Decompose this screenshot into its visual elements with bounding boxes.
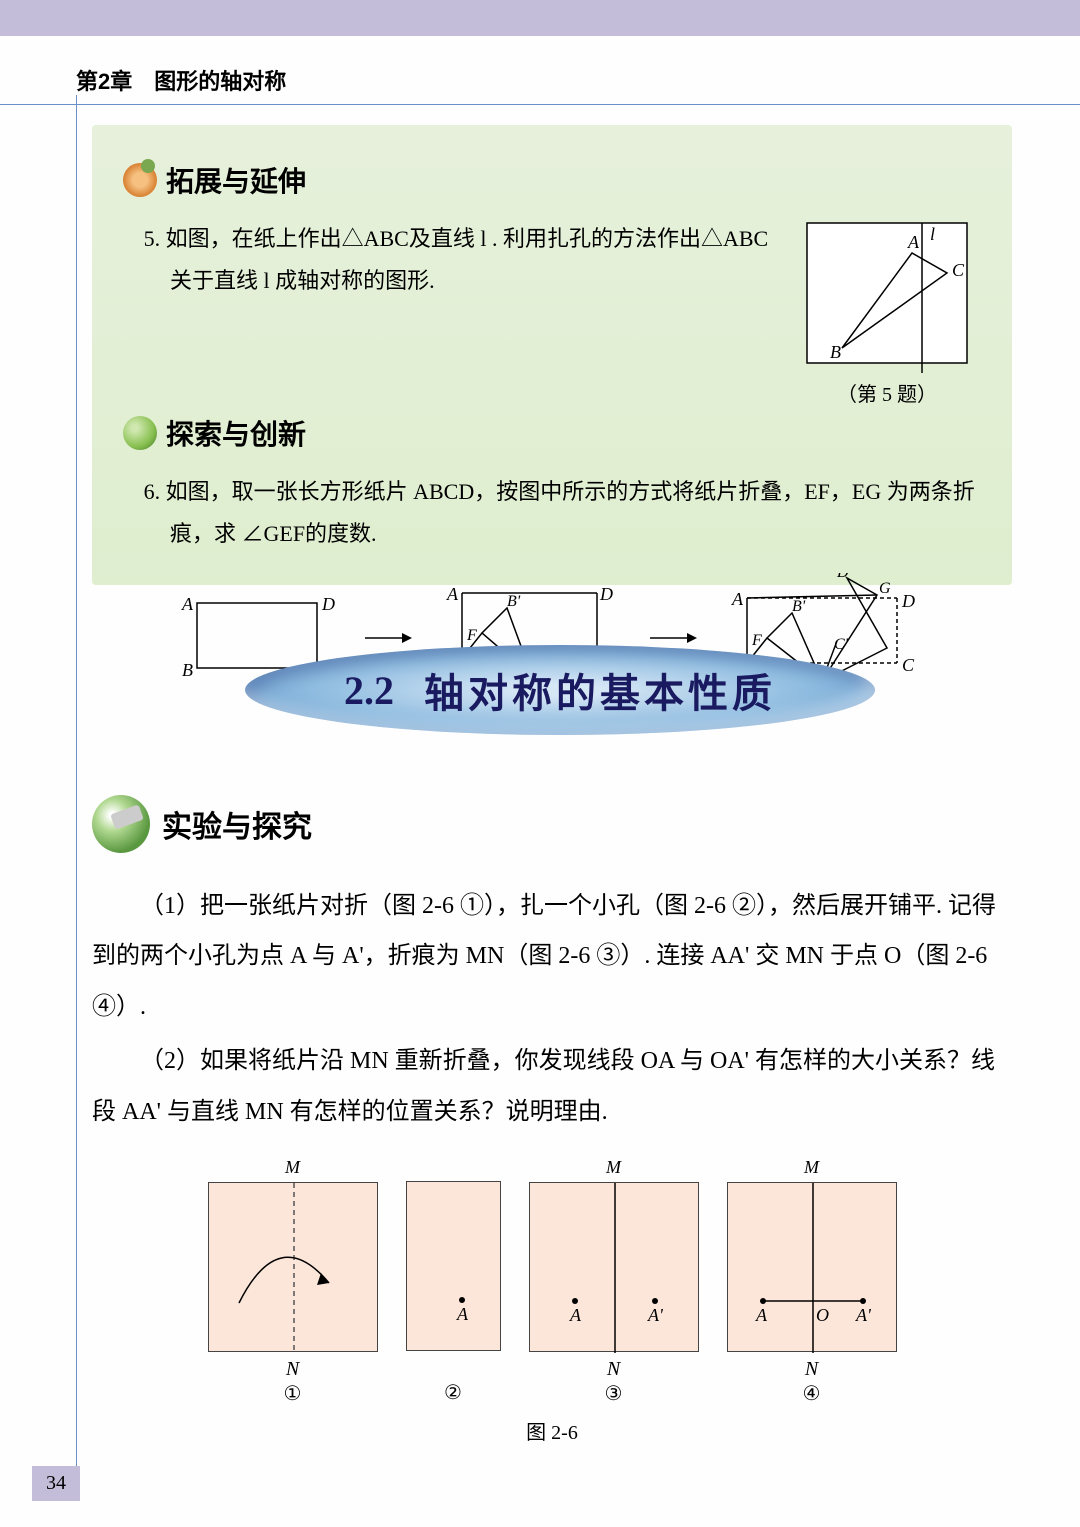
svg-text:A: A bbox=[755, 1305, 768, 1325]
label-N: N bbox=[286, 1358, 299, 1380]
section-explore-title: 探索与创新 bbox=[122, 413, 982, 453]
section-name: 轴对称的基本性质 bbox=[424, 661, 776, 719]
problem-5-text: 5. 如图，在纸上作出△ABC及直线 l . 利用扎孔的方法作出△ABC关于直线… bbox=[170, 218, 772, 302]
svg-text:D: D bbox=[901, 591, 915, 611]
svg-text:A: A bbox=[569, 1305, 582, 1325]
problem-6-text: 6. 如图，取一张长方形纸片 ABCD，按图中所示的方式将纸片折叠，EF，EG … bbox=[170, 471, 982, 555]
experiment-para-2: （2）如果将纸片沿 MN 重新折叠，你发现线段 OA 与 OA' 有怎样的大小关… bbox=[92, 1036, 1012, 1137]
svg-text:B': B' bbox=[507, 593, 521, 610]
svg-text:D': D' bbox=[836, 573, 853, 581]
section-banner: 2.2 轴对称的基本性质 bbox=[220, 625, 900, 755]
svg-text:C: C bbox=[952, 260, 965, 280]
circled-4: ④ bbox=[803, 1383, 821, 1405]
figure-2-6-caption: 图 2-6 bbox=[92, 1416, 1012, 1445]
problem-5-diagram: A B C l bbox=[802, 218, 972, 373]
circled-1: ① bbox=[284, 1383, 302, 1405]
section-expand-title: 拓展与延伸 bbox=[122, 160, 982, 200]
label-N: N bbox=[607, 1358, 620, 1380]
label-N: N bbox=[805, 1358, 818, 1380]
label-M: M bbox=[208, 1157, 378, 1178]
svg-text:A': A' bbox=[855, 1305, 872, 1325]
experiment-icon bbox=[92, 795, 150, 853]
svg-text:C: C bbox=[902, 655, 915, 675]
label-M: M bbox=[727, 1157, 897, 1178]
fig-2-6-4: A O A' bbox=[727, 1182, 897, 1352]
svg-text:A': A' bbox=[647, 1305, 664, 1325]
svg-text:O: O bbox=[816, 1305, 829, 1325]
circled-3: ③ bbox=[605, 1383, 623, 1405]
svg-text:B: B bbox=[830, 342, 841, 362]
exercise-panel: 拓展与延伸 5. 如图，在纸上作出△ABC及直线 l . 利用扎孔的方法作出△A… bbox=[92, 125, 1012, 585]
svg-text:l: l bbox=[930, 224, 935, 244]
experiment-para-1: （1）把一张纸片对折（图 2-6 ①），扎一个小孔（图 2-6 ②），然后展开铺… bbox=[92, 881, 1012, 1032]
svg-text:A: A bbox=[181, 594, 194, 614]
svg-text:B: B bbox=[182, 660, 193, 680]
flower-icon bbox=[122, 162, 158, 198]
svg-text:G: G bbox=[879, 580, 891, 597]
svg-text:A: A bbox=[731, 589, 744, 609]
fig-2-6-3: A A' bbox=[529, 1182, 699, 1352]
label-M: M bbox=[529, 1157, 699, 1178]
globe-icon bbox=[122, 415, 158, 451]
svg-text:A: A bbox=[456, 1304, 469, 1324]
svg-text:D: D bbox=[321, 594, 335, 614]
svg-text:B': B' bbox=[792, 598, 806, 615]
page-number: 34 bbox=[32, 1466, 80, 1501]
circled-2: ② bbox=[444, 1382, 462, 1404]
svg-text:D: D bbox=[599, 584, 613, 604]
svg-text:A: A bbox=[446, 584, 459, 604]
explore-title-text: 探索与创新 bbox=[166, 413, 306, 453]
fig-2-6-2: A bbox=[406, 1181, 501, 1351]
experiment-title: 实验与探究 bbox=[162, 802, 312, 846]
section-number: 2.2 bbox=[344, 667, 394, 714]
figure-2-6-row: M N ① A ② M bbox=[92, 1157, 1012, 1406]
top-bar bbox=[0, 0, 1080, 36]
margin-rule bbox=[76, 95, 77, 1481]
experiment-block: 实验与探究 （1）把一张纸片对折（图 2-6 ①），扎一个小孔（图 2-6 ②）… bbox=[92, 795, 1012, 1445]
chapter-header: 第2章 图形的轴对称 bbox=[0, 36, 1080, 105]
svg-text:A: A bbox=[907, 232, 920, 252]
problem-5-caption: （第 5 题） bbox=[792, 378, 982, 407]
expand-title-text: 拓展与延伸 bbox=[166, 160, 306, 200]
fig-2-6-1 bbox=[208, 1182, 378, 1352]
